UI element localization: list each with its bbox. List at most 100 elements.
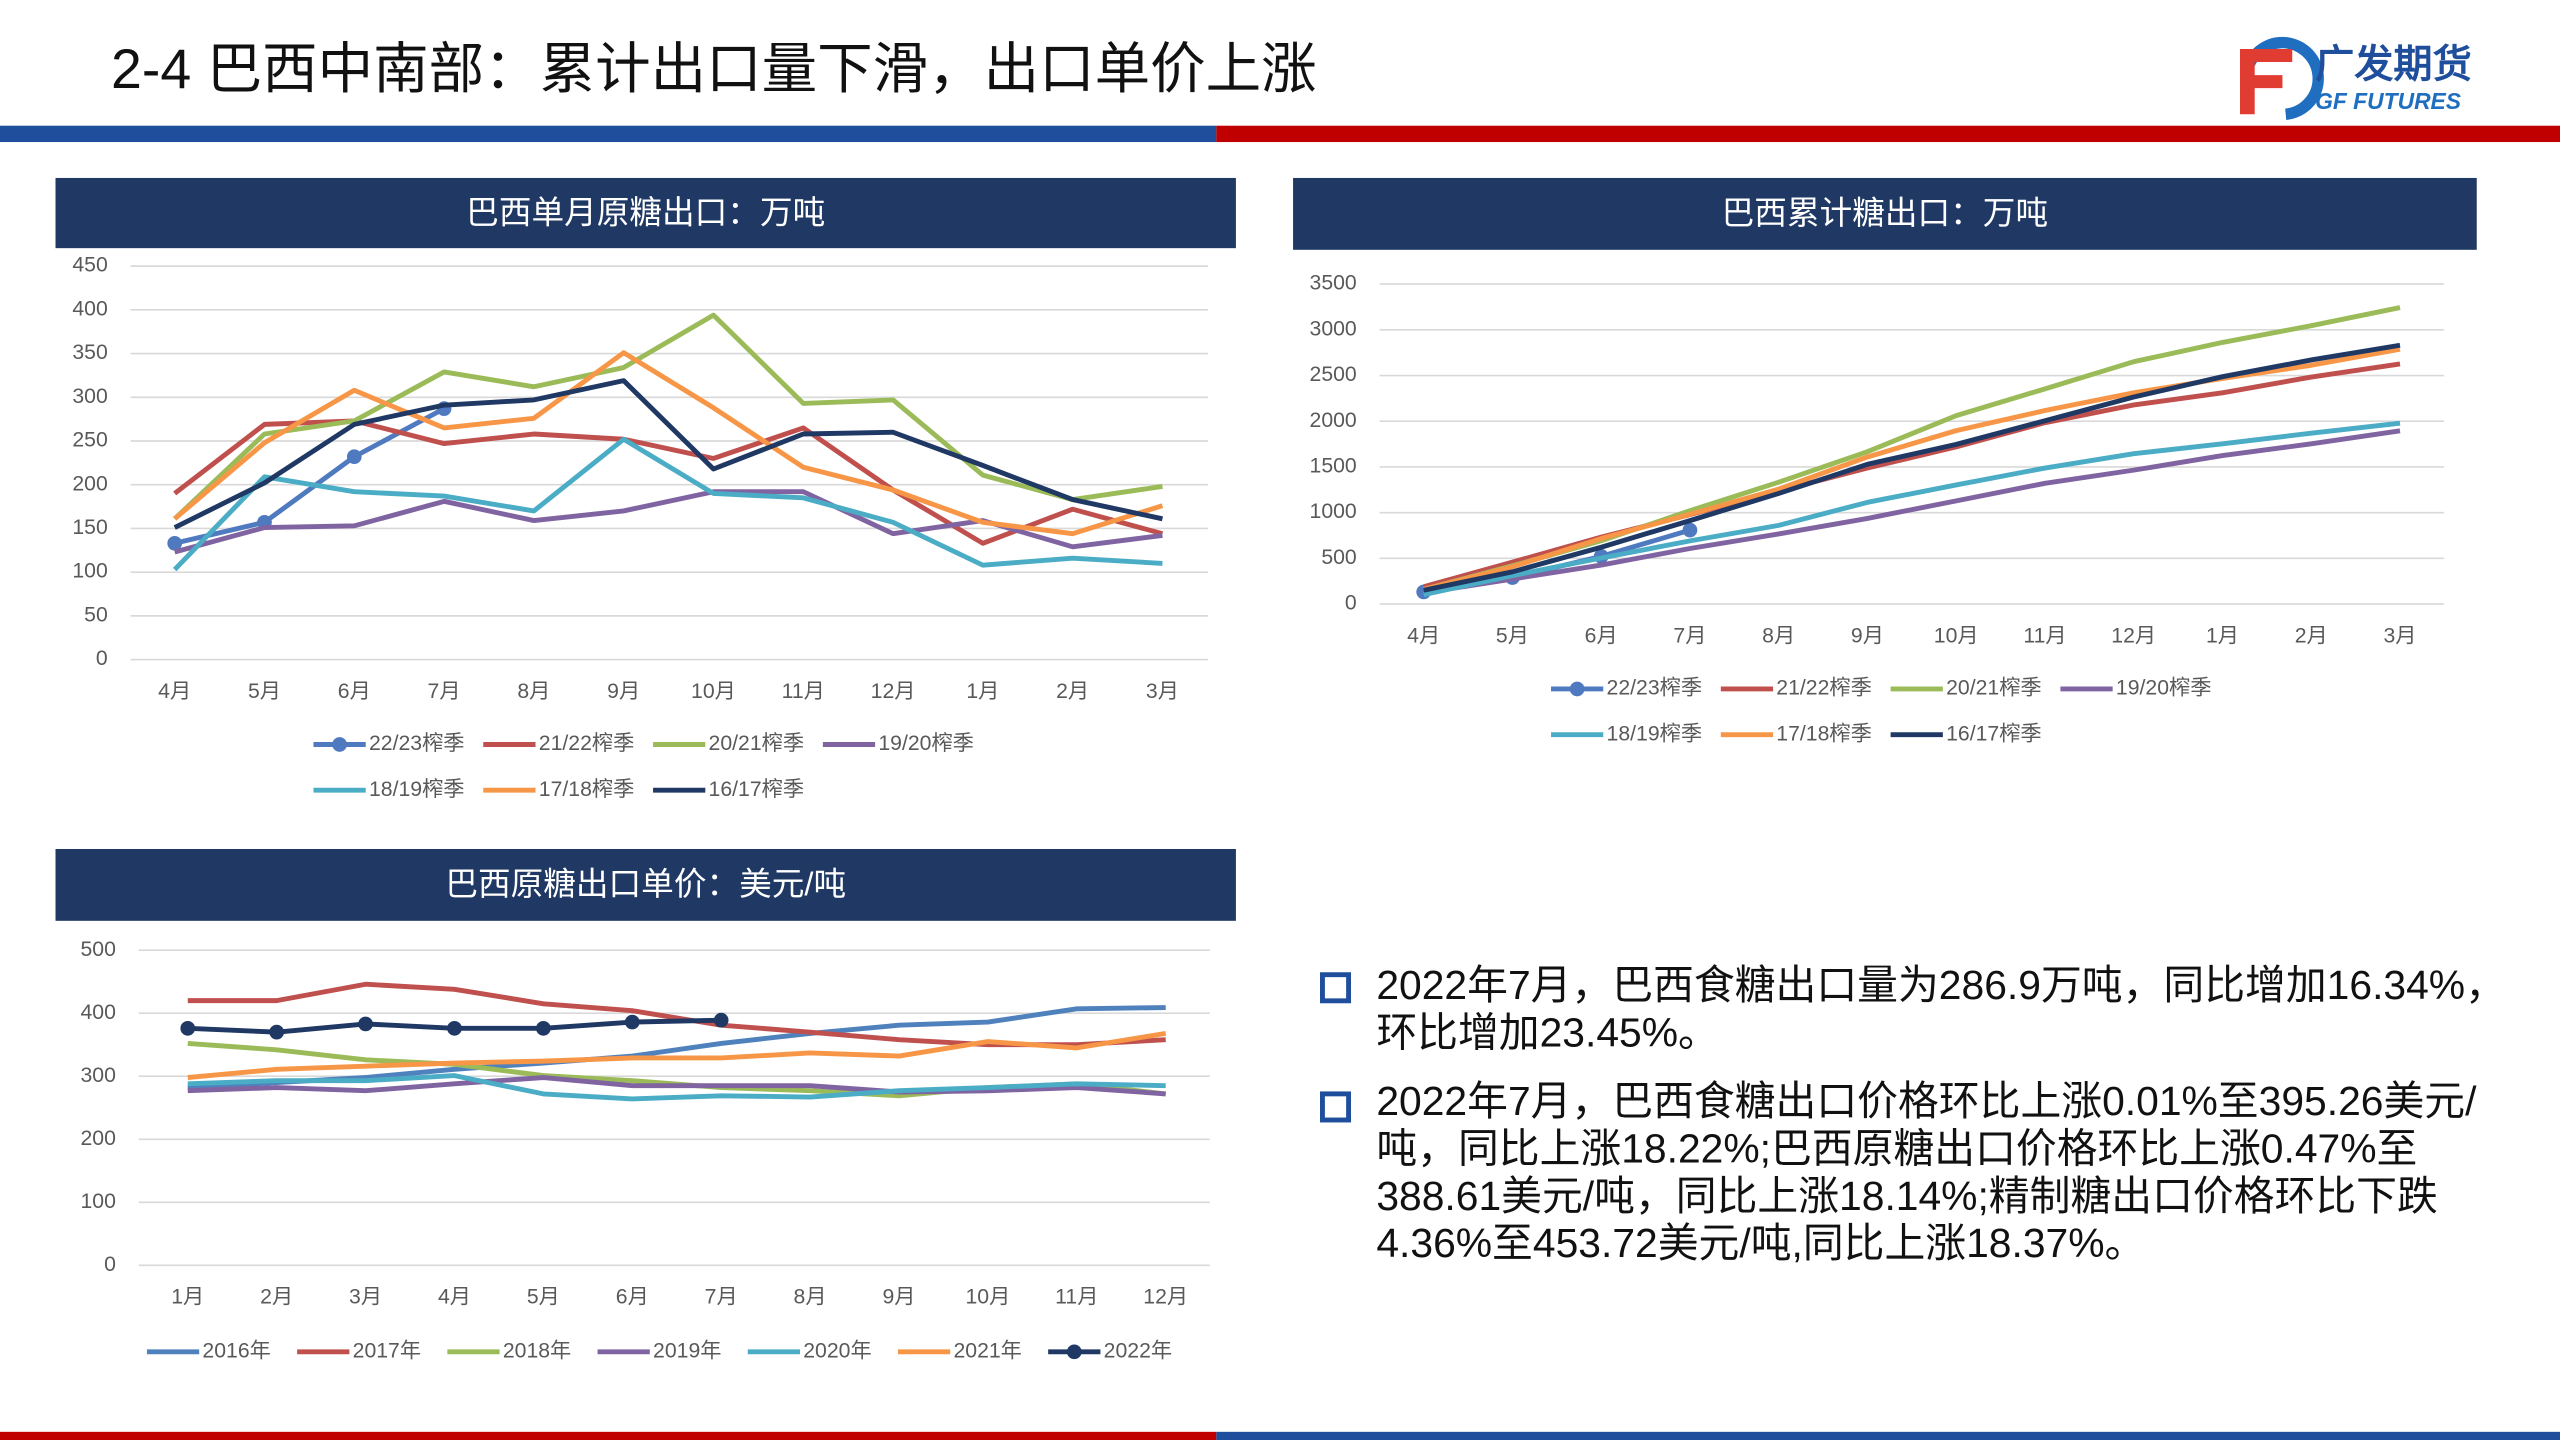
series-line <box>172 436 1163 572</box>
chart-title: 巴西原糖出口单价：美元/吨 <box>445 865 846 902</box>
data-point <box>447 1021 462 1036</box>
x-tick-label: 3月 <box>2383 624 2416 647</box>
legend-label: 18/19榨季 <box>369 777 465 801</box>
series-line <box>1423 428 2401 596</box>
legend-label: 21/22榨季 <box>1776 676 1872 700</box>
x-tick-label: 3月 <box>1146 680 1179 703</box>
x-tick-label: 5月 <box>248 680 281 703</box>
data-point <box>269 1024 285 1040</box>
x-tick-label: 6月 <box>338 680 371 703</box>
x-tick-label: 10月 <box>1934 624 1979 647</box>
x-tick-label: 7月 <box>428 680 461 703</box>
y-tick-label: 2000 <box>1310 409 1357 432</box>
x-tick-label: 3月 <box>349 1286 382 1309</box>
y-tick-label: 300 <box>81 1064 116 1087</box>
x-tick-label: 4月 <box>1407 624 1440 647</box>
x-tick-label: 9月 <box>1851 624 1884 647</box>
data-point <box>358 1016 373 1032</box>
slide-title: 2-4 巴西中南部：累计出口量下滑，出口单价上涨 <box>111 38 1317 100</box>
series-line <box>187 1075 1166 1097</box>
legend-label: 2016年 <box>202 1338 270 1362</box>
data-point <box>713 1012 729 1028</box>
data-point <box>346 449 362 465</box>
x-tick-label: 9月 <box>607 680 640 703</box>
y-tick-label: 50 <box>84 603 108 626</box>
x-tick-label: 1月 <box>966 680 999 703</box>
y-tick-label: 300 <box>72 385 107 408</box>
series-line <box>173 378 1163 530</box>
header-rule-red <box>1216 125 2560 143</box>
series-line <box>187 981 1166 1048</box>
series-line <box>187 1073 1166 1102</box>
y-tick-label: 400 <box>72 297 107 320</box>
y-tick-label: 1500 <box>1310 455 1357 478</box>
legend-marker <box>1066 1344 1082 1360</box>
x-tick-label: 2月 <box>260 1286 293 1309</box>
series-line <box>1423 342 2401 593</box>
x-tick-label: 11月 <box>1055 1286 1098 1309</box>
y-tick-label: 150 <box>72 516 107 539</box>
y-tick-label: 0 <box>1345 592 1357 615</box>
x-tick-label: 11月 <box>2023 624 2066 647</box>
y-tick-label: 2500 <box>1310 363 1357 386</box>
x-tick-label: 4月 <box>438 1286 471 1309</box>
y-tick-label: 500 <box>1321 546 1356 569</box>
data-point <box>1682 522 1698 538</box>
x-tick-label: 2月 <box>2295 624 2328 647</box>
legend-label: 2020年 <box>803 1338 871 1362</box>
y-tick-label: 1000 <box>1310 500 1357 523</box>
data-point <box>536 1021 551 1036</box>
legend-label: 20/21榨季 <box>1946 676 2042 700</box>
footer-rule-blue <box>1216 1431 2560 1440</box>
x-tick-label: 1月 <box>2206 624 2239 647</box>
y-tick-label: 100 <box>72 560 107 583</box>
series-line <box>173 350 1164 537</box>
legend-label: 2022年 <box>1104 1338 1172 1362</box>
chart-title: 巴西累计糖出口：万吨 <box>1722 194 2048 231</box>
y-tick-label: 0 <box>96 647 108 670</box>
y-tick-label: 500 <box>81 938 116 961</box>
legend-label: 17/18榨季 <box>539 777 635 801</box>
legend-label: 19/20榨季 <box>2116 676 2212 700</box>
legend-label: 22/23榨季 <box>369 731 465 755</box>
y-tick-label: 200 <box>81 1127 116 1150</box>
y-tick-label: 100 <box>81 1190 116 1213</box>
legend-label: 17/18榨季 <box>1776 721 1872 745</box>
x-tick-label: 12月 <box>2111 624 2156 647</box>
x-tick-label: 10月 <box>691 680 736 703</box>
legend-label: 16/17榨季 <box>709 777 805 801</box>
x-tick-label: 12月 <box>1143 1286 1188 1309</box>
y-tick-label: 0 <box>104 1253 116 1276</box>
header-rule-blue <box>0 125 1217 143</box>
chart-title: 巴西单月原糖出口：万吨 <box>466 193 825 230</box>
series-line <box>174 489 1163 555</box>
x-tick-label: 9月 <box>882 1286 915 1309</box>
y-tick-label: 250 <box>72 429 107 452</box>
x-tick-label: 4月 <box>158 680 191 703</box>
series-line <box>173 312 1163 521</box>
legend-label: 18/19榨季 <box>1607 721 1703 745</box>
y-tick-label: 400 <box>81 1001 116 1024</box>
x-tick-label: 8月 <box>1762 624 1795 647</box>
x-tick-label: 8月 <box>517 680 550 703</box>
bullet: 2022年7月，巴西食糖出口价格环比上涨0.01%至395.26美元/吨，同比上… <box>1376 1079 2477 1267</box>
x-tick-label: 10月 <box>965 1286 1010 1309</box>
bullet-box: 2022年7月，巴西食糖出口量为286.9万吨，同比增加16.34%，环比增加2… <box>1376 963 2511 1268</box>
legend-label: 2021年 <box>953 1338 1021 1362</box>
bullets: 2022年7月，巴西食糖出口量为286.9万吨，同比增加16.34%，环比增加2… <box>1376 963 2511 1268</box>
chart-header <box>55 177 1236 249</box>
chart-header <box>1293 177 2477 250</box>
legend-label: 19/20榨季 <box>878 731 974 755</box>
series-line <box>1423 420 2401 598</box>
y-tick-label: 450 <box>72 254 107 277</box>
y-tick-label: 200 <box>72 472 107 495</box>
x-tick-label: 8月 <box>794 1286 827 1309</box>
logo: 广发期货 GF FUTURES <box>2240 36 2472 120</box>
legend-label: 16/17榨季 <box>1946 721 2042 745</box>
legend-label: 2019年 <box>653 1338 721 1362</box>
legend-label: 2017年 <box>353 1338 421 1362</box>
data-point <box>180 1021 196 1036</box>
x-tick-label: 6月 <box>616 1286 649 1309</box>
data-point <box>624 1014 640 1030</box>
